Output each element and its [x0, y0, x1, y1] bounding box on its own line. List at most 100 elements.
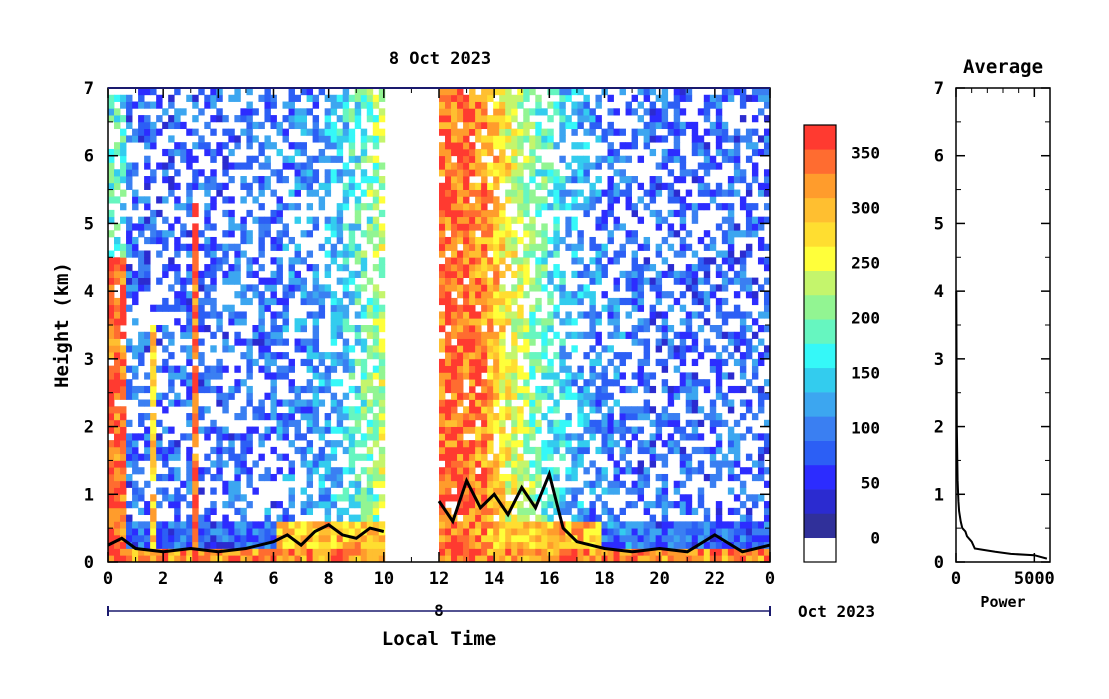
heatmap-cell	[168, 534, 175, 543]
heatmap-cell	[336, 209, 344, 218]
heatmap-cell	[451, 115, 458, 123]
heatmap-cell	[553, 142, 560, 150]
heatmap-cell	[114, 142, 121, 150]
heatmap-cell	[186, 148, 193, 157]
heatmap-cell	[300, 446, 307, 455]
heatmap-cell	[589, 419, 596, 427]
heatmap-cell	[589, 501, 596, 509]
heatmap-cell	[354, 494, 362, 502]
heatmap-cell	[258, 142, 265, 150]
heatmap-cell	[186, 392, 193, 400]
heatmap-cell	[697, 203, 705, 211]
heatmap-cell	[312, 115, 320, 123]
heatmap-cell	[553, 223, 560, 231]
heatmap-cell	[342, 94, 350, 102]
heatmap-cell	[348, 94, 356, 102]
heatmap-cell	[144, 270, 151, 278]
heatmap-cell	[475, 264, 482, 272]
heatmap-cell	[529, 135, 536, 143]
heatmap-cell	[679, 534, 687, 543]
heatmap-cell	[547, 325, 554, 333]
heatmap-cell	[559, 385, 566, 394]
heatmap-cell	[192, 440, 199, 448]
heatmap-cell	[445, 440, 452, 448]
heatmap-cell	[553, 182, 560, 190]
heatmap-cell	[108, 413, 115, 421]
heatmap-cell	[288, 270, 295, 278]
heatmap-cell	[487, 189, 494, 197]
heatmap-cell	[595, 176, 602, 184]
heatmap-cell	[306, 494, 314, 502]
heatmap-cell	[336, 419, 344, 427]
heatmap-cell	[378, 243, 386, 251]
heatmap-cell	[246, 209, 253, 218]
heatmap-cell	[541, 182, 548, 190]
heatmap-cell	[529, 230, 536, 238]
heatmap-cell	[469, 257, 476, 265]
heatmap-cell	[757, 257, 765, 265]
heatmap-cell	[126, 460, 133, 468]
heatmap-cell	[288, 162, 295, 170]
heatmap-cell	[499, 304, 506, 312]
heatmap-cell	[270, 528, 277, 536]
heatmap-cell	[661, 385, 669, 394]
heatmap-cell	[162, 528, 169, 536]
heatmap-cell	[234, 555, 241, 563]
heatmap-cell	[541, 325, 548, 333]
heatmap-cell	[264, 331, 271, 339]
heatmap-cell	[144, 182, 151, 190]
heatmap-cell	[222, 501, 229, 509]
heatmap-cell	[445, 189, 452, 197]
heatmap-cell	[559, 440, 566, 448]
heatmap-cell	[330, 338, 338, 346]
heatmap-cell	[649, 555, 657, 563]
heatmap-cell	[487, 555, 494, 563]
heatmap-cell	[661, 507, 669, 515]
heatmap-cell	[475, 277, 482, 285]
heatmap-cell	[547, 101, 554, 109]
heatmap-cell	[318, 541, 326, 549]
heatmap-cell	[276, 236, 283, 245]
heatmap-cell	[372, 345, 380, 353]
heatmap-cell	[174, 203, 181, 211]
heatmap-cell	[595, 318, 602, 326]
heatmap-cell	[463, 534, 470, 543]
heatmap-cell	[643, 128, 651, 136]
heatmap-cell	[354, 426, 362, 434]
heatmap-cell	[517, 88, 524, 96]
heatmap-cell	[649, 501, 657, 509]
heatmap-cell	[541, 541, 548, 549]
heatmap-cell	[679, 345, 687, 353]
heatmap-cell	[547, 297, 554, 306]
heatmap-cell	[565, 297, 572, 306]
heatmap-cell	[469, 121, 476, 130]
heatmap-cell	[198, 534, 205, 543]
heatmap-cell	[348, 372, 356, 380]
heatmap-cell	[258, 236, 265, 245]
heatmap-cell	[264, 473, 271, 482]
heatmap-cell	[547, 501, 554, 509]
heatmap-cell	[180, 325, 187, 333]
heatmap-cell	[541, 521, 548, 529]
heatmap-cell	[631, 480, 638, 488]
heatmap-cell	[354, 453, 362, 461]
heatmap-cell	[523, 494, 530, 502]
heatmap-cell	[174, 446, 181, 455]
heatmap-cell	[535, 528, 542, 536]
heatmap-cell	[246, 440, 253, 448]
heatmap-cell	[234, 331, 241, 339]
heatmap-cell	[312, 128, 320, 136]
heatmap-cell	[126, 534, 133, 543]
heatmap-cell	[192, 250, 199, 258]
heatmap-cell	[451, 216, 458, 224]
heatmap-cell	[210, 345, 217, 353]
heatmap-cell	[246, 257, 253, 265]
heatmap-cell	[481, 379, 488, 387]
heatmap-cell	[685, 433, 693, 441]
heatmap-cell	[673, 270, 681, 278]
heatmap-cell	[330, 108, 338, 116]
heatmap-cell	[457, 162, 464, 170]
heatmap-cell	[198, 284, 205, 292]
heatmap-cell	[210, 501, 217, 509]
heatmap-cell	[457, 413, 464, 421]
